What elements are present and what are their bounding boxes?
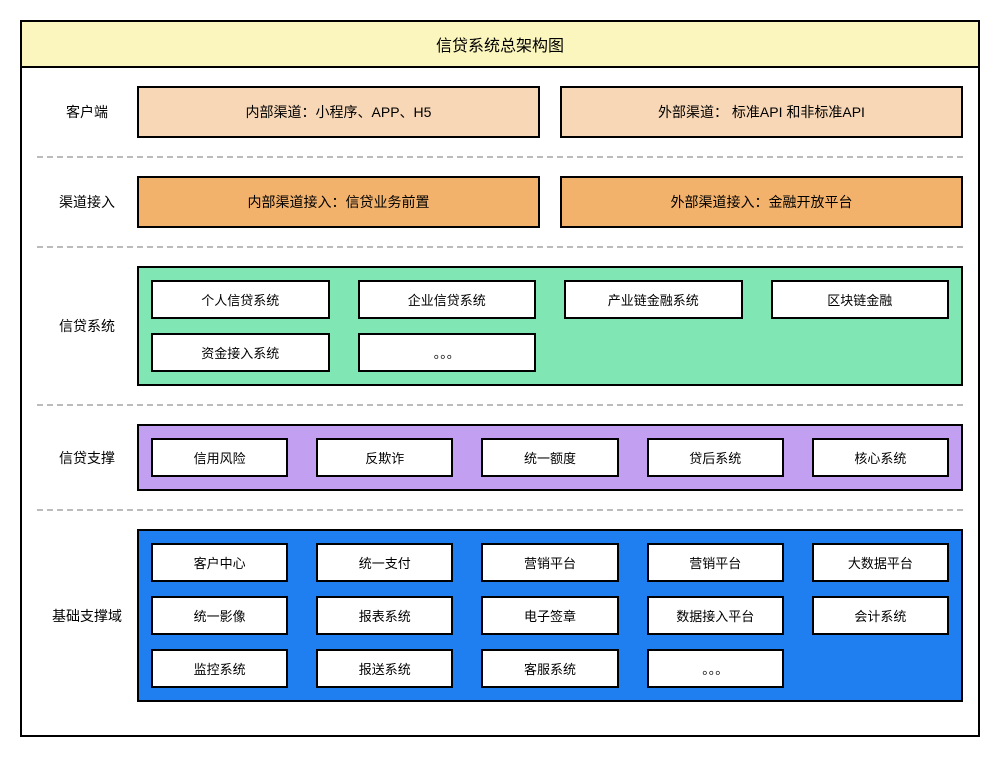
layer-base: 基础支撑域 客户中心统一支付营销平台营销平台大数据平台统一影像报表系统电子签章数…	[37, 511, 963, 720]
base-cell: 报表系统	[316, 596, 453, 635]
channel-box-external: 外部渠道接入：金融开放平台	[560, 176, 963, 228]
diagram-body: 客户端 内部渠道：小程序、APP、H5 外部渠道： 标准API 和非标准API …	[22, 68, 978, 735]
client-box-internal: 内部渠道：小程序、APP、H5	[137, 86, 540, 138]
channel-box-internal: 内部渠道接入：信贷业务前置	[137, 176, 540, 228]
layer-content-client: 内部渠道：小程序、APP、H5 外部渠道： 标准API 和非标准API	[137, 86, 963, 138]
client-box-external: 外部渠道： 标准API 和非标准API	[560, 86, 963, 138]
layer-client: 客户端 内部渠道：小程序、APP、H5 外部渠道： 标准API 和非标准API	[37, 68, 963, 158]
layer-support: 信贷支撑 信用风险反欺诈统一额度贷后系统核心系统	[37, 406, 963, 511]
support-grid: 信用风险反欺诈统一额度贷后系统核心系统	[151, 438, 949, 477]
layer-label-client: 客户端	[37, 86, 137, 138]
layer-content-support: 信用风险反欺诈统一额度贷后系统核心系统	[137, 424, 963, 491]
layer-label-channel: 渠道接入	[37, 176, 137, 228]
credit-cell: 个人信贷系统	[151, 280, 330, 319]
layer-content-base: 客户中心统一支付营销平台营销平台大数据平台统一影像报表系统电子签章数据接入平台会…	[137, 529, 963, 702]
layer-content-channel: 内部渠道接入：信贷业务前置 外部渠道接入：金融开放平台	[137, 176, 963, 228]
credit-grid: 个人信贷系统企业信贷系统产业链金融系统区块链金融资金接入系统。。。	[151, 280, 949, 372]
layer-channel: 渠道接入 内部渠道接入：信贷业务前置 外部渠道接入：金融开放平台	[37, 158, 963, 248]
base-cell: 电子签章	[481, 596, 618, 635]
credit-empty	[564, 333, 743, 372]
base-empty	[812, 649, 949, 688]
support-cell: 核心系统	[812, 438, 949, 477]
support-cell: 信用风险	[151, 438, 288, 477]
base-cell: 会计系统	[812, 596, 949, 635]
base-cell: 。。。	[647, 649, 784, 688]
base-cell: 监控系统	[151, 649, 288, 688]
base-cell: 数据接入平台	[647, 596, 784, 635]
base-cell: 营销平台	[481, 543, 618, 582]
credit-cell: 区块链金融	[771, 280, 950, 319]
base-cell: 报送系统	[316, 649, 453, 688]
base-grid: 客户中心统一支付营销平台营销平台大数据平台统一影像报表系统电子签章数据接入平台会…	[151, 543, 949, 688]
base-cell: 客服系统	[481, 649, 618, 688]
layer-label-base: 基础支撑域	[37, 529, 137, 702]
base-panel: 客户中心统一支付营销平台营销平台大数据平台统一影像报表系统电子签章数据接入平台会…	[137, 529, 963, 702]
base-cell: 大数据平台	[812, 543, 949, 582]
layer-content-credit: 个人信贷系统企业信贷系统产业链金融系统区块链金融资金接入系统。。。	[137, 266, 963, 386]
credit-cell: 企业信贷系统	[358, 280, 537, 319]
support-cell: 反欺诈	[316, 438, 453, 477]
diagram-title: 信贷系统总架构图	[22, 22, 978, 68]
layer-label-credit: 信贷系统	[37, 266, 137, 386]
architecture-diagram: 信贷系统总架构图 客户端 内部渠道：小程序、APP、H5 外部渠道： 标准API…	[20, 20, 980, 737]
credit-empty	[771, 333, 950, 372]
base-cell: 统一影像	[151, 596, 288, 635]
credit-cell: 资金接入系统	[151, 333, 330, 372]
credit-cell: 。。。	[358, 333, 537, 372]
credit-cell: 产业链金融系统	[564, 280, 743, 319]
support-panel: 信用风险反欺诈统一额度贷后系统核心系统	[137, 424, 963, 491]
credit-panel: 个人信贷系统企业信贷系统产业链金融系统区块链金融资金接入系统。。。	[137, 266, 963, 386]
layer-label-support: 信贷支撑	[37, 424, 137, 491]
support-cell: 贷后系统	[647, 438, 784, 477]
base-cell: 营销平台	[647, 543, 784, 582]
support-cell: 统一额度	[481, 438, 618, 477]
base-cell: 客户中心	[151, 543, 288, 582]
base-cell: 统一支付	[316, 543, 453, 582]
layer-credit: 信贷系统 个人信贷系统企业信贷系统产业链金融系统区块链金融资金接入系统。。。	[37, 248, 963, 406]
